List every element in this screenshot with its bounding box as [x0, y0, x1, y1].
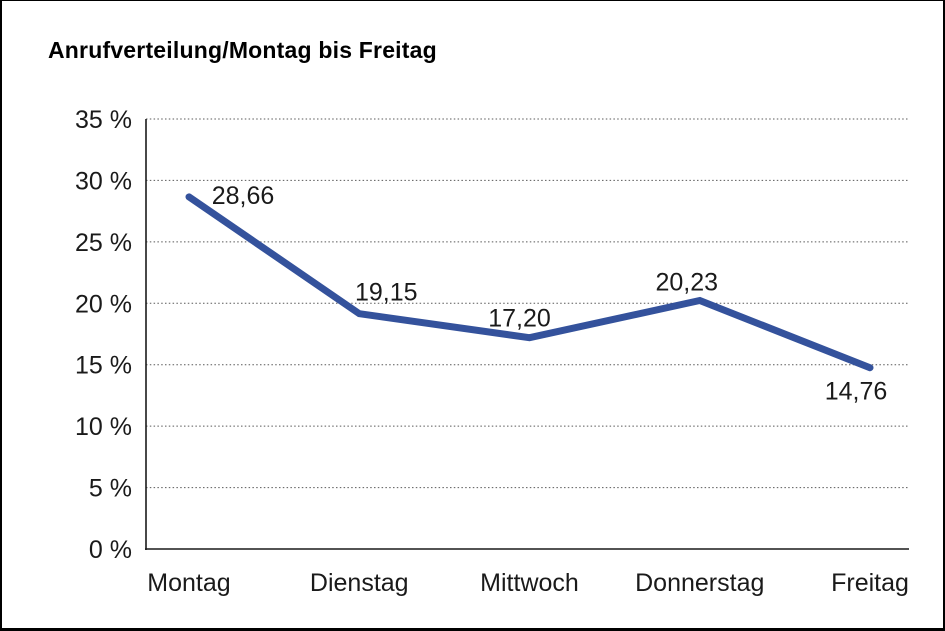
x-tick-label: Dienstag — [310, 569, 409, 597]
x-tick-label: Mittwoch — [480, 569, 579, 597]
y-tick-label: 20 % — [75, 290, 132, 318]
y-tick-label: 5 % — [89, 475, 132, 503]
y-tick-label: 10 % — [75, 413, 132, 441]
y-tick-label: 35 % — [75, 106, 132, 134]
data-label: 17,20 — [488, 305, 551, 333]
data-labels: 28,66 19,15 17,20 20,23 14,76 — [212, 182, 888, 406]
chart-title: Anrufverteilung/Montag bis Freitag — [48, 37, 437, 63]
data-label: 20,23 — [655, 268, 718, 296]
axes — [145, 119, 909, 550]
y-tick-label: 30 % — [75, 167, 132, 195]
x-tick-label: Donnerstag — [635, 569, 764, 597]
series-line — [185, 193, 874, 372]
y-axis-labels: 0 % 5 % 10 % 15 % 20 % 25 % 30 % 35 % — [75, 106, 132, 564]
y-tick-label: 25 % — [75, 229, 132, 257]
x-tick-label: Freitag — [831, 569, 909, 597]
x-axis-labels: Montag Dienstag Mittwoch Donnerstag Freitag — [147, 569, 909, 597]
data-label: 14,76 — [825, 378, 888, 406]
data-label: 28,66 — [212, 182, 275, 210]
gridlines — [146, 118, 909, 489]
data-label: 19,15 — [355, 279, 418, 307]
x-tick-label: Montag — [147, 569, 230, 597]
y-tick-label: 15 % — [75, 352, 132, 380]
y-tick-label: 0 % — [89, 536, 132, 564]
